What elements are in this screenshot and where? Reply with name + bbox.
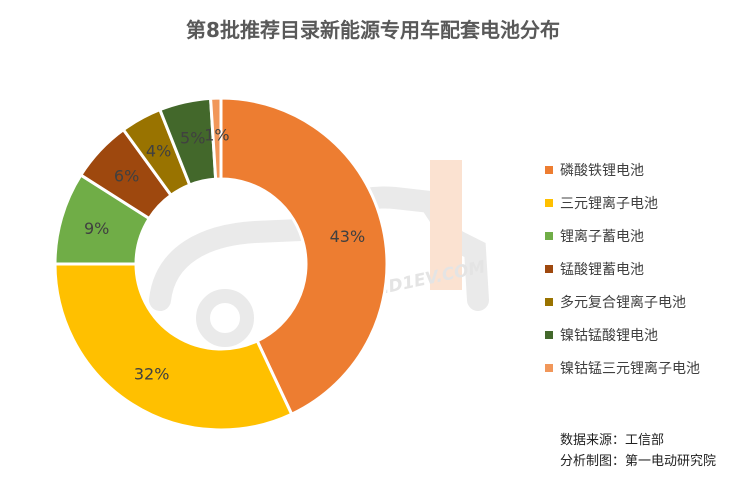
data-label-3: 9% xyxy=(84,219,109,238)
data-label-5: 4% xyxy=(146,142,171,161)
legend-item-1: 磷酸铁锂电池 xyxy=(545,153,700,186)
legend-label-2: 三元锂离子电池 xyxy=(560,195,658,212)
slice-7 xyxy=(208,96,223,181)
maker-line: 分析制图：第一电动研究院 xyxy=(560,454,717,469)
data-label-7: 1% xyxy=(204,126,229,145)
legend-label-3: 锂离子蓄电池 xyxy=(560,228,644,245)
data-label-4: 6% xyxy=(114,166,139,185)
data-label-6: 5% xyxy=(180,129,205,148)
legend-item-5: 多元复合锂离子电池 xyxy=(545,285,700,318)
legend-item-2: 三元锂离子电池 xyxy=(545,186,700,219)
legend-item-6: 镍钴锰酸锂电池 xyxy=(545,318,700,351)
legend-item-7: 镍钴锰三元锂离子电池 xyxy=(545,351,700,384)
legend-label-5: 多元复合锂离子电池 xyxy=(560,294,686,311)
watermark-wheel-icon xyxy=(196,289,254,347)
legend-swatch-6 xyxy=(545,330,553,339)
data-label-2: 32% xyxy=(134,364,170,383)
source-note: 数据来源：工信部 分析制图：第一电动研究院 xyxy=(560,430,716,472)
legend-swatch-4 xyxy=(545,264,553,273)
legend-swatch-2 xyxy=(545,198,553,207)
legend-label-7: 镍钴锰三元锂离子电池 xyxy=(560,360,700,377)
source-line: 数据来源：工信部 xyxy=(560,433,665,448)
legend: 磷酸铁锂电池 三元锂离子电池 锂离子蓄电池 锰酸锂蓄电池多元复合锂离子电池 镍钴锰酸锂电… xyxy=(545,153,700,384)
legend-swatch-3 xyxy=(545,231,553,240)
data-label-1: 43% xyxy=(330,227,366,246)
slice-2 xyxy=(53,262,294,432)
legend-item-4: 锰酸锂蓄电池 xyxy=(545,252,700,285)
chart-title: 第8批推荐目录新能源专用车配套电池分布 xyxy=(186,18,560,42)
legend-label-4: 锰酸锂蓄电池 xyxy=(560,261,644,278)
legend-label-1: 磷酸铁锂电池 xyxy=(560,162,644,179)
legend-swatch-5 xyxy=(545,297,553,306)
watermark-one-icon xyxy=(430,160,462,290)
legend-label-6: 镍钴锰酸锂电池 xyxy=(560,327,658,344)
legend-item-3: 锂离子蓄电池 xyxy=(545,219,700,252)
legend-swatch-1 xyxy=(545,165,553,174)
legend-swatch-7 xyxy=(545,363,553,372)
slice-1 xyxy=(219,96,389,417)
